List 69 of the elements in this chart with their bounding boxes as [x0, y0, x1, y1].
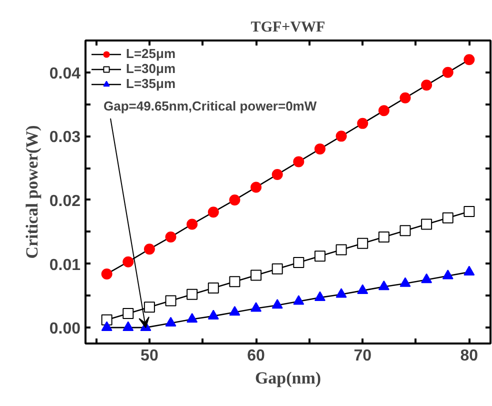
y-axis-title: Critical power(W) — [22, 125, 42, 259]
point — [101, 268, 112, 280]
point — [336, 130, 347, 142]
point — [314, 143, 326, 154]
point — [250, 270, 262, 281]
point — [272, 263, 283, 274]
point — [186, 288, 198, 300]
point — [357, 284, 368, 294]
y-tick-label: 0.00 — [49, 320, 81, 338]
point — [357, 118, 368, 129]
y-tick-label: 0.01 — [49, 256, 81, 274]
x-tick-label: 80 — [460, 348, 478, 364]
point — [250, 182, 262, 193]
point — [400, 277, 411, 287]
point — [250, 302, 262, 312]
point — [357, 238, 368, 249]
point — [272, 298, 283, 309]
point — [272, 168, 283, 180]
point — [144, 244, 155, 255]
x-tick-label: 60 — [247, 348, 266, 364]
point — [293, 295, 304, 305]
point — [208, 310, 219, 320]
point — [421, 80, 432, 91]
point — [229, 306, 240, 316]
x-axis-title: Gap(nm) — [254, 368, 322, 388]
point — [165, 316, 176, 326]
y-tick-label: 0.02 — [49, 192, 81, 210]
point — [208, 282, 219, 294]
point — [208, 206, 219, 218]
point — [122, 321, 134, 331]
point — [336, 244, 347, 256]
point — [144, 302, 155, 313]
x-tick-label: 50 — [140, 348, 158, 364]
legend-label: L=30μm — [126, 61, 176, 76]
point — [293, 156, 304, 168]
point — [421, 273, 432, 284]
y-tick-label: 0.04 — [49, 65, 81, 82]
point — [314, 250, 326, 262]
point — [229, 194, 240, 206]
point — [101, 314, 112, 326]
point — [101, 321, 112, 331]
point — [400, 92, 411, 104]
point — [442, 270, 454, 280]
point — [229, 276, 240, 288]
point — [421, 218, 432, 230]
legend-label: L=25μm — [126, 46, 176, 61]
y-tick-label: 0.03 — [49, 129, 81, 146]
point — [165, 295, 176, 306]
point — [442, 66, 454, 78]
x-tick-label: 70 — [354, 348, 372, 364]
point — [336, 288, 347, 298]
point — [464, 54, 475, 66]
point — [378, 280, 390, 290]
point — [186, 218, 198, 230]
point — [442, 212, 454, 224]
point — [186, 312, 198, 323]
point — [122, 308, 134, 320]
point — [122, 256, 134, 268]
point — [464, 206, 475, 217]
point — [464, 266, 475, 276]
point — [378, 231, 390, 242]
point — [314, 291, 326, 301]
point — [165, 231, 176, 242]
chart-title: TGF+VWF — [250, 20, 326, 36]
legend-label: L=35μm — [126, 76, 176, 91]
annotation: Gap=49.65nm,Critical power=0mW — [104, 98, 318, 114]
point — [400, 225, 411, 236]
point — [378, 105, 390, 116]
point — [293, 256, 304, 268]
